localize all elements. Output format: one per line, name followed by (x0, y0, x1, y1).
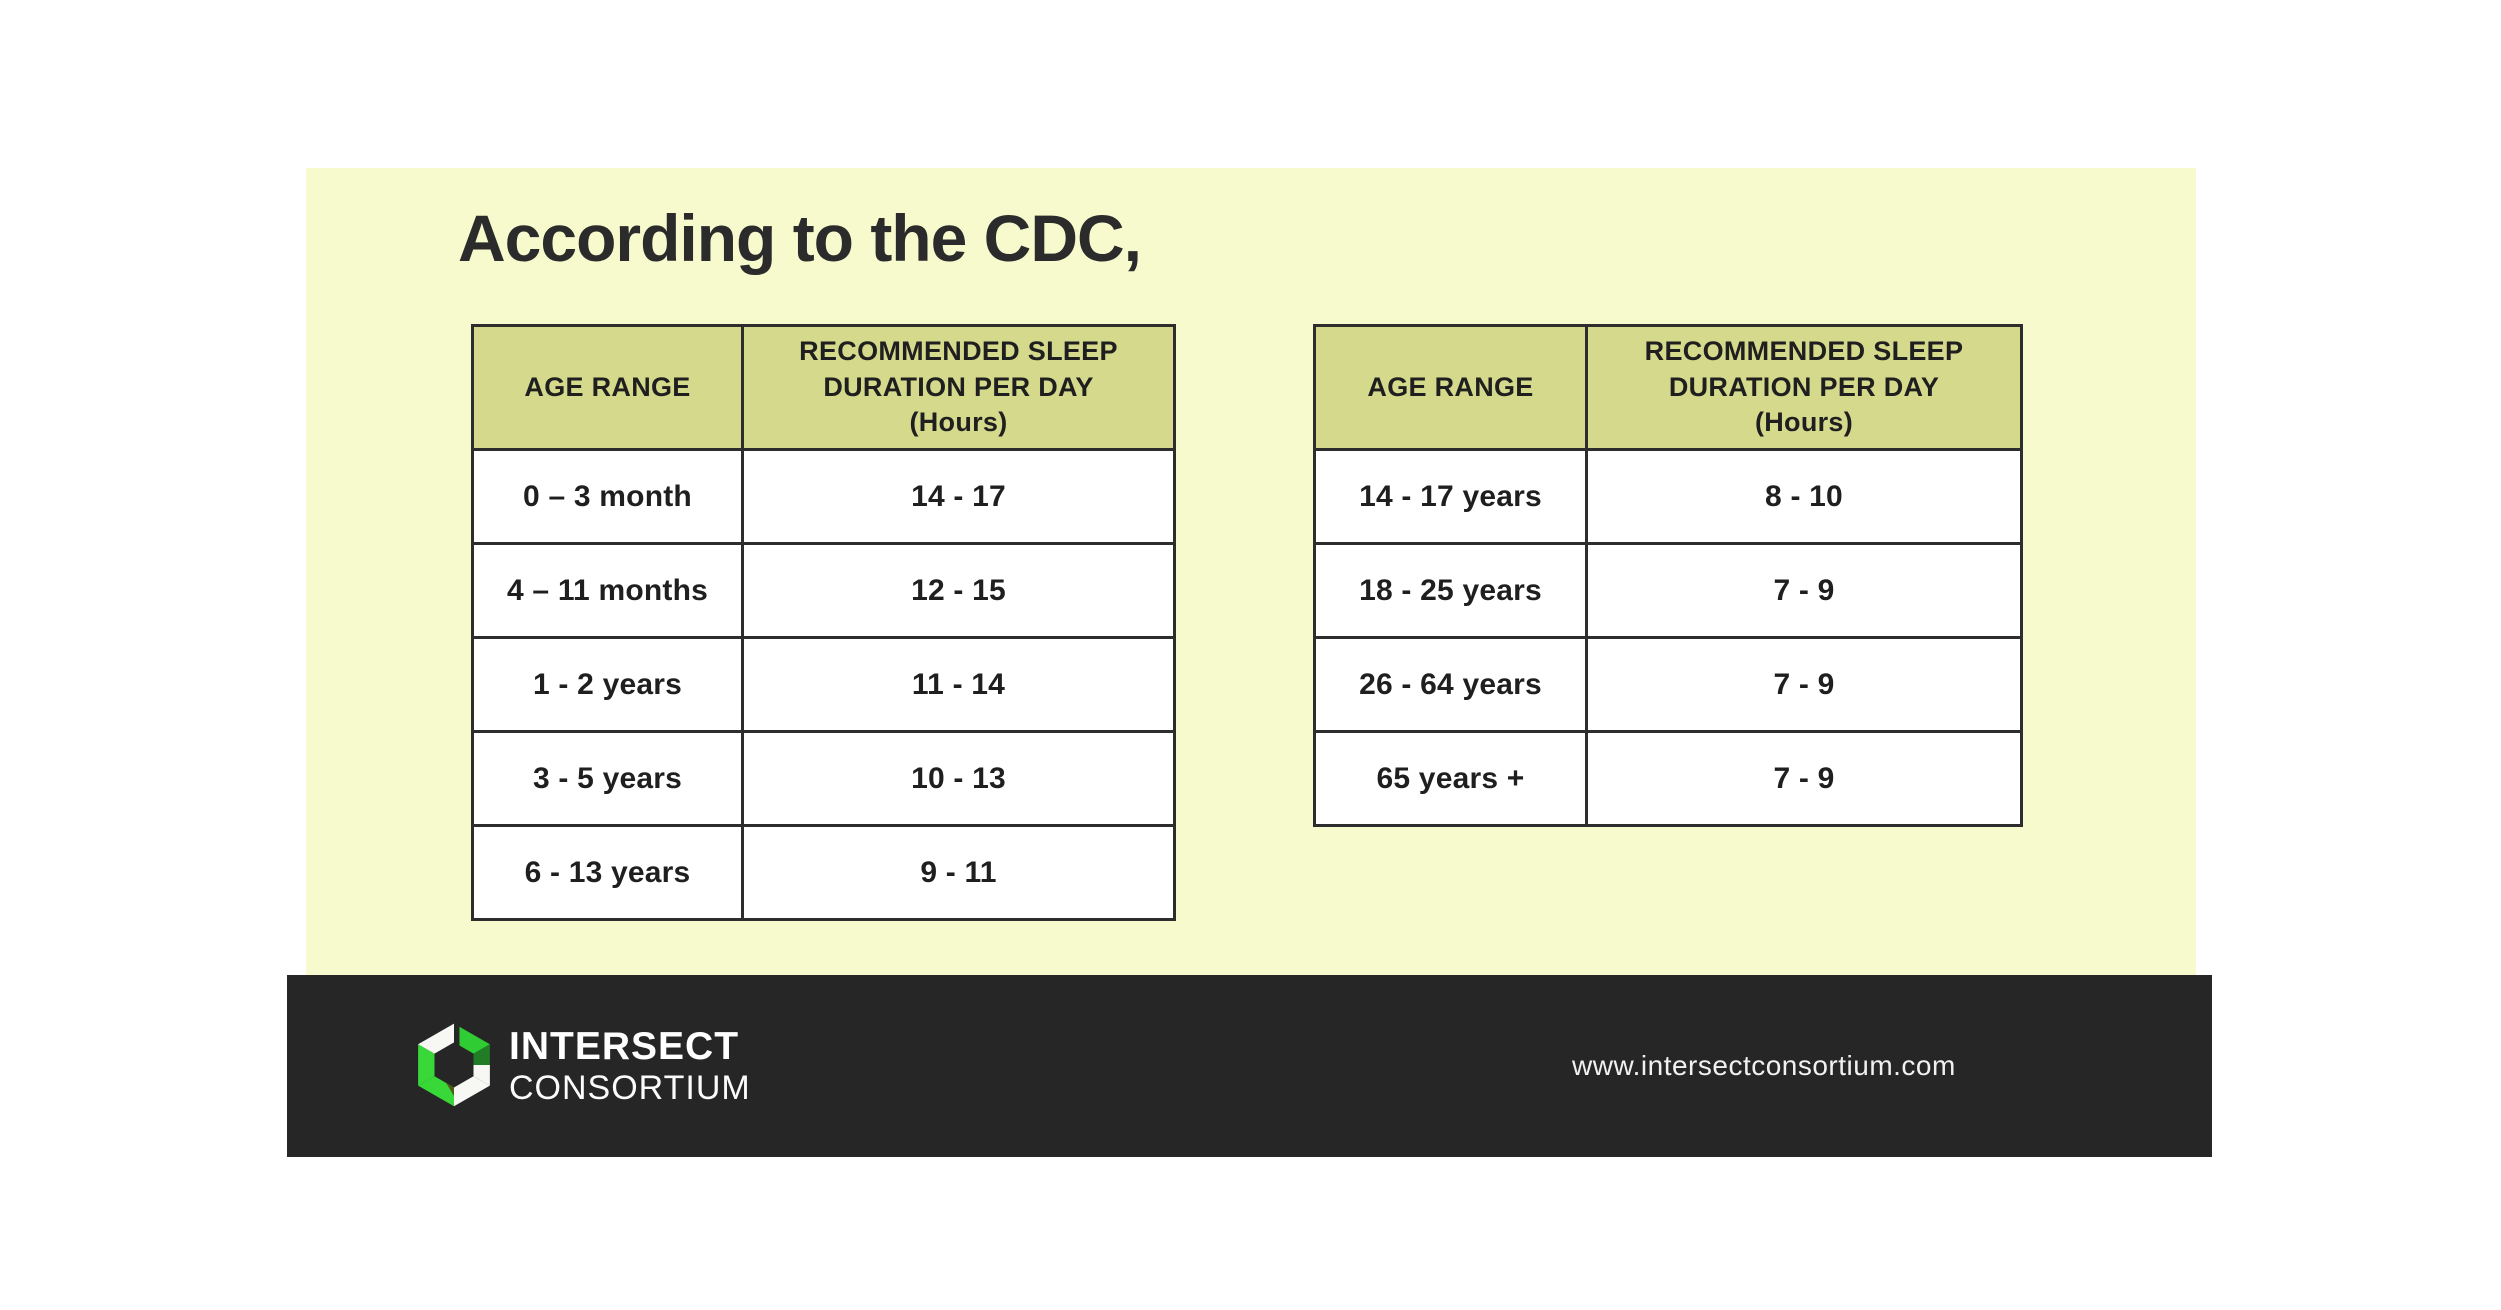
age-range-cell: 3 - 5 years (471, 730, 744, 827)
sleep-duration-cell: 14 - 17 (741, 448, 1176, 545)
table-row: 18 - 25 years 7 - 9 (1313, 542, 2023, 639)
logo-wordmark: INTERSECT CONSORTIUM (509, 1025, 751, 1107)
table-row: 6 - 13 years 9 - 11 (471, 824, 1176, 921)
sleep-duration-cell: 11 - 14 (741, 636, 1176, 733)
age-range-header: AGE RANGE (471, 324, 744, 451)
logo-subname-line: CONSORTIUM (509, 1068, 751, 1107)
table-row: 1 - 2 years 11 - 14 (471, 636, 1176, 733)
age-range-cell: 14 - 17 years (1313, 448, 1588, 545)
table-row: 65 years + 7 - 9 (1313, 730, 2023, 827)
sleep-duration-cell: 9 - 11 (741, 824, 1176, 921)
sleep-table-children: AGE RANGE RECOMMENDED SLEEP DURATION PER… (471, 324, 1176, 921)
table-row: 26 - 64 years 7 - 9 (1313, 636, 2023, 733)
intersect-hexagon-logo-icon (418, 1023, 490, 1106)
sleep-duration-cell: 7 - 9 (1585, 730, 2023, 827)
age-range-cell: 4 – 11 months (471, 542, 744, 639)
table-header-row: AGE RANGE RECOMMENDED SLEEP DURATION PER… (1313, 324, 2023, 451)
age-range-cell: 26 - 64 years (1313, 636, 1588, 733)
sleep-duration-header: RECOMMENDED SLEEP DURATION PER DAY (Hour… (1585, 324, 2023, 451)
logo-name-line: INTERSECT (509, 1025, 740, 1069)
footer-website-url: www.intersectconsortium.com (1572, 1050, 1956, 1081)
table-row: 14 - 17 years 8 - 10 (1313, 448, 2023, 545)
sleep-duration-cell: 7 - 9 (1585, 542, 2023, 639)
sleep-table-adults: AGE RANGE RECOMMENDED SLEEP DURATION PER… (1313, 324, 2023, 827)
table-row: 3 - 5 years 10 - 13 (471, 730, 1176, 827)
sleep-duration-cell: 12 - 15 (741, 542, 1176, 639)
table-row: 4 – 11 months 12 - 15 (471, 542, 1176, 639)
age-range-cell: 6 - 13 years (471, 824, 744, 921)
age-range-header: AGE RANGE (1313, 324, 1588, 451)
sleep-duration-header: RECOMMENDED SLEEP DURATION PER DAY (Hour… (741, 324, 1176, 451)
age-range-cell: 0 – 3 month (471, 448, 744, 545)
sleep-duration-cell: 10 - 13 (741, 730, 1176, 827)
table-row: 0 – 3 month 14 - 17 (471, 448, 1176, 545)
age-range-cell: 65 years + (1313, 730, 1588, 827)
age-range-cell: 1 - 2 years (471, 636, 744, 733)
sleep-duration-cell: 8 - 10 (1585, 448, 2023, 545)
intersect-consortium-logo: INTERSECT CONSORTIUM (415, 975, 751, 1157)
table-header-row: AGE RANGE RECOMMENDED SLEEP DURATION PER… (471, 324, 1176, 451)
page-title: According to the CDC, (458, 201, 1142, 275)
footer-bar: INTERSECT CONSORTIUM www.intersectconsor… (287, 975, 2212, 1157)
age-range-cell: 18 - 25 years (1313, 542, 1588, 639)
sleep-duration-cell: 7 - 9 (1585, 636, 2023, 733)
